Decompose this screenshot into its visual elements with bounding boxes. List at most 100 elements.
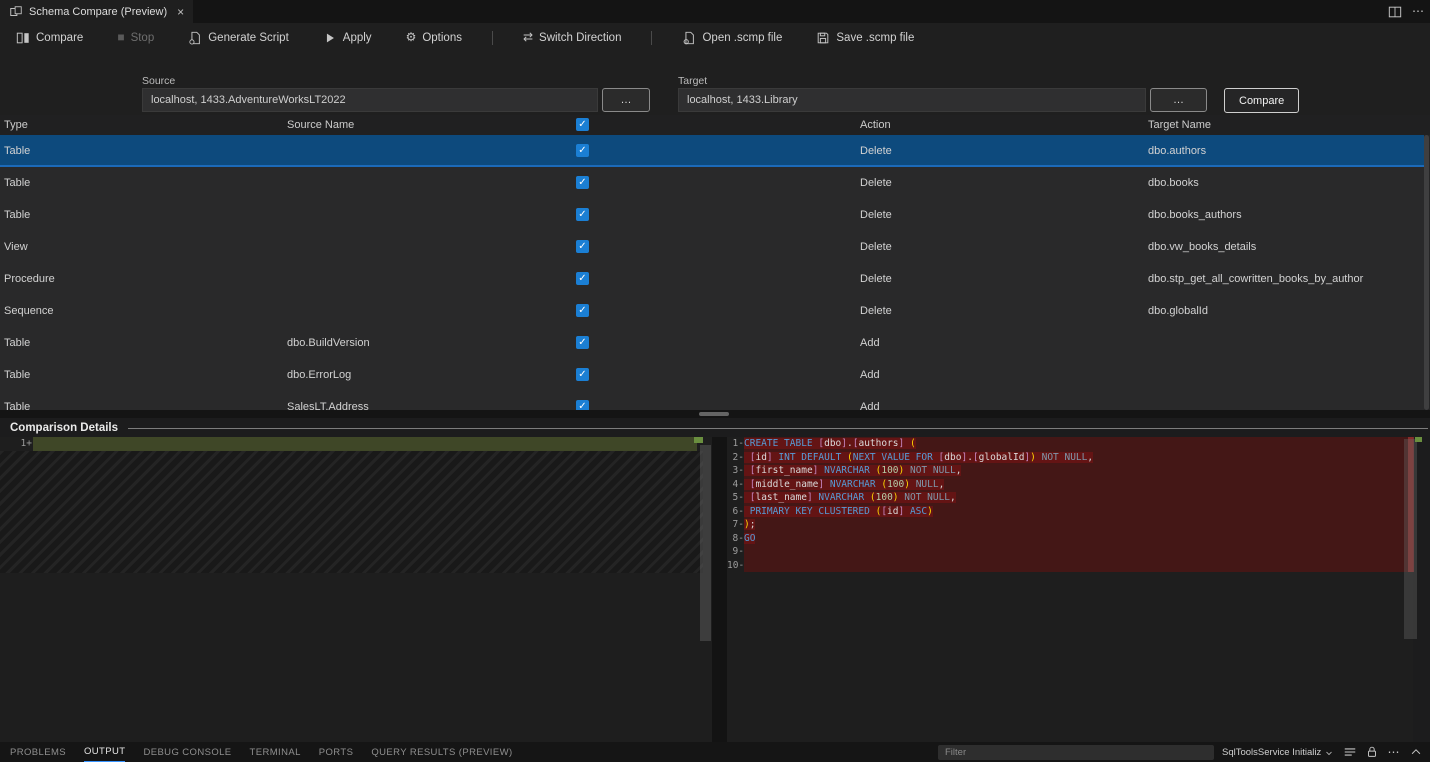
line-number: 3-: [727, 464, 744, 478]
header-action[interactable]: Action: [860, 119, 891, 131]
include-checkbox[interactable]: ✓: [576, 176, 589, 189]
options-button[interactable]: ⚙ Options: [402, 29, 466, 46]
line-number: 5-: [727, 491, 744, 505]
stop-button[interactable]: ■ Stop: [113, 29, 158, 46]
splitter-handle[interactable]: [699, 412, 729, 416]
play-icon: [323, 31, 337, 45]
compare-button[interactable]: Compare: [1224, 88, 1300, 113]
close-icon[interactable]: ×: [177, 4, 185, 19]
schema-compare-icon: [9, 5, 23, 19]
tab-schema-compare[interactable]: Schema Compare (Preview) ×: [0, 0, 194, 23]
line-number: 4-: [727, 477, 744, 491]
cell-target-name: dbo.books: [1148, 177, 1199, 189]
include-checkbox[interactable]: ✓: [576, 272, 589, 285]
grid-scrollbar[interactable]: [1424, 135, 1429, 410]
source-label: Source: [142, 75, 176, 87]
table-row[interactable]: Sequence ✓ Delete dbo.globalId: [0, 295, 1424, 327]
table-row[interactable]: Procedure ✓ Delete dbo.stp_get_all_cowritte…: [0, 263, 1424, 295]
table-row[interactable]: Table dbo.ErrorLog ✓ Add: [0, 359, 1424, 391]
line-content: [last_name] NVARCHAR (100) NOT NULL,: [744, 491, 1413, 505]
diff-target-pane[interactable]: 1- CREATE TABLE [dbo].[authors] (2- [id] …: [727, 437, 1413, 742]
include-checkbox[interactable]: ✓: [576, 400, 589, 410]
left-scrollbar[interactable]: [700, 445, 711, 641]
line-content: GO: [744, 531, 1413, 545]
diff-removed-line: 8- GO: [727, 531, 1413, 545]
cell-action: Delete: [860, 145, 892, 157]
cell-target-name: dbo.vw_books_details: [1148, 241, 1257, 253]
open-scmp-button[interactable]: Open .scmp file: [678, 29, 786, 47]
cell-target-name: dbo.authors: [1148, 145, 1207, 157]
table-row[interactable]: Table dbo.BuildVersion ✓ Add: [0, 327, 1424, 359]
clear-output-button[interactable]: [1342, 745, 1357, 760]
header-source-name[interactable]: Source Name: [287, 119, 355, 131]
header-type[interactable]: Type: [4, 119, 28, 131]
include-checkbox[interactable]: ✓: [576, 208, 589, 221]
cell-action: Add: [860, 369, 880, 381]
tab-query-results[interactable]: QUERY RESULTS (PREVIEW): [371, 746, 513, 758]
diff-source-pane[interactable]: 1+: [0, 437, 712, 742]
include-checkbox[interactable]: ✓: [576, 336, 589, 349]
right-scrollbar[interactable]: [1404, 439, 1417, 639]
line-content: [744, 558, 1413, 572]
editor-tab-bar: Schema Compare (Preview) × ⋯: [0, 0, 1430, 23]
cell-action: Add: [860, 401, 880, 410]
source-input[interactable]: [142, 88, 598, 112]
include-checkbox[interactable]: ✓: [576, 368, 589, 381]
toolbar-separator: [651, 30, 653, 45]
apply-button[interactable]: Apply: [319, 29, 376, 47]
include-checkbox[interactable]: ✓: [576, 304, 589, 317]
generate-script-button[interactable]: Generate Script: [184, 29, 293, 47]
panel-more-actions-button[interactable]: ⋯: [1386, 745, 1401, 760]
lock-icon: [1365, 745, 1379, 759]
table-row[interactable]: Table ✓ Delete dbo.books: [0, 167, 1424, 199]
open-file-icon: [682, 31, 696, 45]
table-row[interactable]: Table ✓ Delete dbo.books_authors: [0, 199, 1424, 231]
switch-direction-button[interactable]: ⇄ Switch Direction: [519, 29, 626, 46]
include-checkbox[interactable]: ✓: [576, 144, 589, 157]
header-include-checkbox[interactable]: ✓: [576, 118, 589, 131]
table-row[interactable]: Table SalesLT.Address ✓ Add: [0, 391, 1424, 410]
save-file-icon: [816, 31, 830, 45]
comparison-grid: Table ✓ Delete dbo.authors Table ✓ Delete dbo.b…: [0, 135, 1430, 410]
divider: [128, 427, 1428, 429]
overview-added-marker: [694, 437, 703, 443]
target-input[interactable]: [678, 88, 1146, 112]
table-row[interactable]: Table ✓ Delete dbo.authors: [0, 135, 1424, 167]
cell-type: Procedure: [4, 273, 55, 285]
include-checkbox[interactable]: ✓: [576, 240, 589, 253]
diff-removed-line: 6- PRIMARY KEY CLUSTERED ([id] ASC): [727, 504, 1413, 518]
apply-button-label: Apply: [342, 31, 372, 44]
tab-output[interactable]: OUTPUT: [84, 742, 126, 762]
header-target-name[interactable]: Target Name: [1148, 119, 1211, 131]
switch-direction-button-label: Switch Direction: [539, 31, 622, 44]
tab-debug-console[interactable]: DEBUG CONSOLE: [143, 746, 232, 758]
diff-removed-line: 3- [first_name] NVARCHAR (100) NOT NULL,: [727, 464, 1413, 478]
stop-icon: ■: [117, 30, 125, 44]
save-scmp-button[interactable]: Save .scmp file: [812, 29, 918, 47]
cell-action: Add: [860, 337, 880, 349]
table-row[interactable]: View ✓ Delete dbo.vw_books_details: [0, 231, 1424, 263]
target-browse-button[interactable]: …: [1150, 88, 1207, 112]
tab-terminal[interactable]: TERMINAL: [249, 746, 301, 758]
output-filter-input[interactable]: [938, 745, 1214, 760]
generate-script-button-label: Generate Script: [208, 31, 289, 44]
cell-source-name: dbo.ErrorLog: [287, 369, 352, 381]
added-line-placeholder: [33, 437, 697, 451]
lock-scroll-button[interactable]: [1364, 745, 1379, 760]
compare-toolbar-button[interactable]: Compare: [12, 29, 87, 47]
output-channel-select[interactable]: SqlToolsService Initializ: [1222, 745, 1333, 760]
line-content: PRIMARY KEY CLUSTERED ([id] ASC): [744, 504, 1413, 518]
line-number: 7-: [727, 518, 744, 532]
source-browse-button[interactable]: …: [602, 88, 650, 112]
maximize-panel-button[interactable]: [1408, 745, 1423, 760]
comparison-details-header: Comparison Details: [0, 418, 1430, 437]
cell-target-name: dbo.globalId: [1148, 305, 1208, 317]
line-number: 9-: [727, 545, 744, 559]
chevron-down-icon: [1325, 749, 1333, 757]
tab-ports[interactable]: PORTS: [318, 746, 354, 758]
panel-actions: ⋯×: [1342, 744, 1430, 760]
grid-header: Type Source Name ✓ Action Target Name: [0, 115, 1430, 135]
editor-more-actions-button[interactable]: ⋯: [1412, 5, 1424, 18]
split-editor-button[interactable]: [1388, 5, 1402, 19]
tab-problems[interactable]: PROBLEMS: [10, 746, 66, 758]
